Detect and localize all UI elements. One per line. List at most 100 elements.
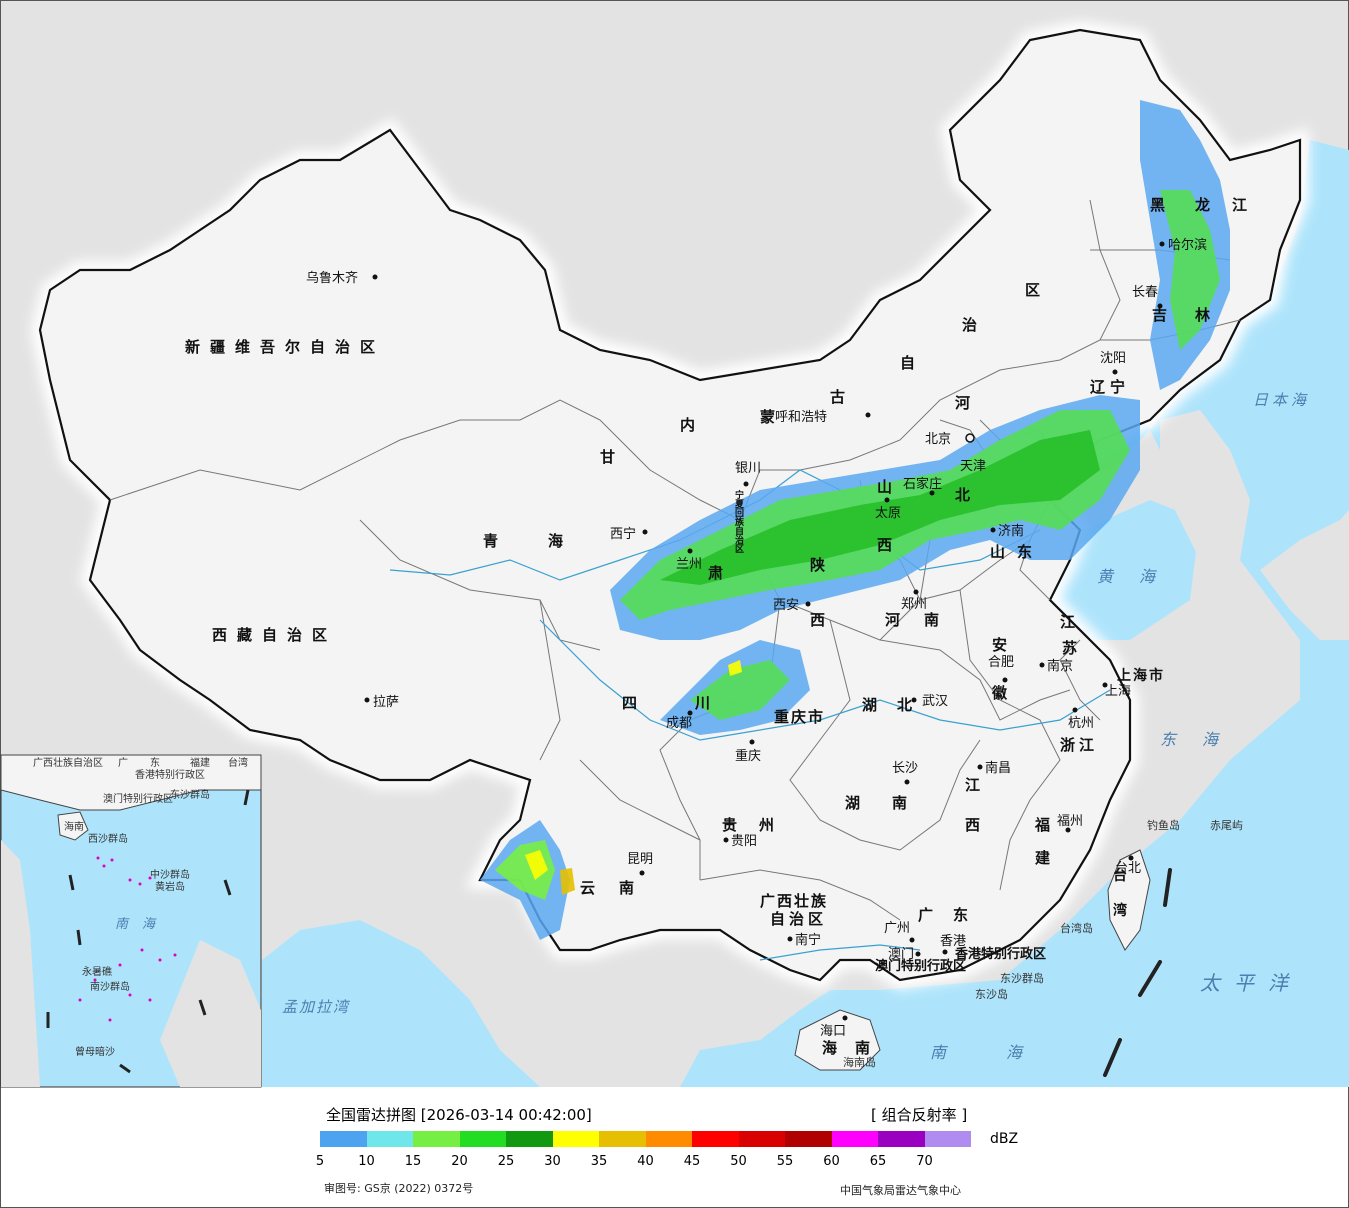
legend-color-swatch bbox=[320, 1131, 367, 1147]
city-urumqi: 乌鲁木齐 bbox=[306, 270, 358, 286]
inset-guangdong-1: 广 bbox=[118, 757, 128, 769]
inset-zhongsha: 中沙群岛 bbox=[150, 868, 190, 881]
city-lanzhou-marker bbox=[687, 548, 693, 554]
region-taiwan-2: 湾 bbox=[1113, 902, 1127, 919]
region-xinjiang: 新疆维吾尔自治区 bbox=[185, 338, 385, 356]
sea-bengal bbox=[262, 920, 540, 1087]
city-hangzhou-marker bbox=[1072, 707, 1078, 713]
echo-yunnan-peak bbox=[525, 850, 548, 880]
city-zhengzhou: 郑州 bbox=[901, 597, 927, 612]
region-heilongjiang-1: 黑 bbox=[1150, 196, 1175, 214]
japan bbox=[1260, 510, 1349, 640]
region-shaanxi-2: 西 bbox=[810, 611, 835, 629]
city-jinan: 济南 bbox=[998, 523, 1024, 539]
radar-map: 新疆维吾尔自治区 西藏自治区 青海 甘 肃 内 蒙 古 自 治 区 黑 龙 江 … bbox=[0, 1, 1349, 1088]
region-henan: 河南 bbox=[885, 611, 963, 629]
legend-color-swatch bbox=[924, 1131, 971, 1147]
city-changchun: 长春 bbox=[1132, 285, 1158, 300]
region-neimenggu-6: 区 bbox=[1025, 281, 1050, 299]
island-dongsha-dao: 东沙岛 bbox=[975, 987, 1008, 1001]
island-diaoyu: 钓鱼岛 bbox=[1147, 818, 1180, 832]
region-hebei-2: 北 bbox=[955, 486, 980, 504]
city-taiyuan-marker bbox=[884, 497, 890, 503]
cities: 乌鲁木齐 拉萨 西宁 兰州 银川 呼和浩特 北京 天津 石家庄 太原 济南 郑州… bbox=[306, 237, 1207, 1039]
city-fuzhou: 福州 bbox=[1057, 814, 1083, 829]
region-hainan: 海南 bbox=[822, 1039, 888, 1057]
city-chengdu-marker bbox=[687, 710, 693, 716]
region-jiangsu-2: 苏 bbox=[1062, 639, 1087, 657]
legend-tick-label: 55 bbox=[776, 1154, 794, 1169]
legend-color-swatch bbox=[831, 1131, 878, 1147]
inset-nansha: 南沙群岛 bbox=[90, 980, 130, 993]
city-hongkong-marker bbox=[942, 949, 948, 955]
legend-tick-label: 5 bbox=[315, 1154, 325, 1169]
city-changsha: 长沙 bbox=[892, 761, 918, 776]
south-china-sea-inset: 广西壮族自治区 广 东 福建 台湾 香港特别行政区 澳门特别行政区 东沙群岛 海… bbox=[0, 754, 262, 1088]
region-hubei: 湖北 bbox=[862, 696, 932, 714]
inset-fujian: 福建 bbox=[190, 756, 210, 769]
legend-tick-label: 35 bbox=[590, 1154, 608, 1169]
city-lhasa: 拉萨 bbox=[373, 695, 399, 710]
region-jilin-2: 林 bbox=[1195, 306, 1220, 324]
region-neimenggu-4: 自 bbox=[900, 354, 925, 372]
legend-color-swatch bbox=[599, 1131, 646, 1147]
region-chongqing: 重庆市 bbox=[774, 708, 825, 726]
city-taibei: 台北 bbox=[1115, 861, 1141, 876]
legend-color-swatch bbox=[645, 1131, 692, 1147]
sea-bengal-label: 孟加拉湾 bbox=[282, 998, 351, 1016]
region-gansu-1: 甘 bbox=[600, 448, 625, 466]
city-jinan-marker bbox=[990, 527, 996, 533]
inset-zengmu: 曾母暗沙 bbox=[75, 1045, 115, 1058]
city-hongkong: 香港 bbox=[940, 934, 966, 949]
region-anhui-1: 安 bbox=[992, 636, 1017, 654]
inset-hk: 香港特别行政区 bbox=[135, 768, 205, 781]
inset-xisha: 西沙群岛 bbox=[88, 832, 128, 845]
legend-color-swatch bbox=[785, 1131, 832, 1147]
legend-tick-label: 20 bbox=[451, 1154, 468, 1169]
echo-sichuan-core bbox=[690, 660, 790, 720]
radar-echoes bbox=[480, 100, 1230, 940]
city-macau-marker bbox=[915, 951, 921, 957]
inset-guangxi: 广西壮族自治区 bbox=[33, 756, 103, 769]
city-harbin-marker bbox=[1159, 241, 1165, 247]
city-guiyang: 贵阳 bbox=[731, 834, 757, 849]
city-wuhan: 武汉 bbox=[922, 694, 948, 709]
city-yinchuan: 银川 bbox=[735, 461, 761, 476]
legend-color-swatch bbox=[459, 1131, 506, 1147]
region-tibet: 西藏自治区 bbox=[212, 626, 337, 644]
region-hebei-1: 河 bbox=[955, 394, 980, 412]
legend-source: 中国气象局雷达气象中心 bbox=[840, 1184, 961, 1197]
region-heilongjiang-3: 江 bbox=[1232, 196, 1257, 214]
city-hangzhou: 杭州 bbox=[1068, 716, 1094, 731]
echo-northeast-core bbox=[1160, 190, 1220, 350]
city-guangzhou: 广州 bbox=[884, 921, 910, 936]
city-shanghai: 上海 bbox=[1105, 684, 1131, 699]
region-neimenggu-3: 古 bbox=[830, 388, 855, 406]
region-hunan: 湖南 bbox=[845, 794, 939, 812]
legend-unit: dBZ bbox=[990, 1131, 1019, 1147]
city-urumqi-marker bbox=[372, 274, 378, 280]
legend-color-swatch bbox=[692, 1131, 739, 1147]
city-macau: 澳门 bbox=[888, 946, 914, 962]
legend-color-swatch bbox=[366, 1131, 413, 1147]
sea-south-label: 南海 bbox=[930, 1043, 1082, 1062]
region-guangxi-2: 自治区 bbox=[770, 910, 827, 928]
city-chongqing: 重庆 bbox=[735, 748, 761, 764]
region-fujian-2: 建 bbox=[1035, 849, 1060, 867]
region-yunnan: 云南 bbox=[580, 879, 658, 897]
legend-color-swatch bbox=[878, 1131, 925, 1147]
city-hefei-marker bbox=[1002, 677, 1008, 683]
city-haikou-marker bbox=[842, 1015, 848, 1021]
taiwan-island bbox=[1107, 849, 1151, 951]
city-hefei: 合肥 bbox=[988, 655, 1014, 670]
region-guangxi-1: 广西壮族 bbox=[760, 892, 828, 910]
legend-color-swatch bbox=[738, 1131, 785, 1147]
legend-tick-label: 40 bbox=[637, 1154, 654, 1169]
city-shenyang: 沈阳 bbox=[1100, 351, 1126, 366]
island-dongsha: 东沙群岛 bbox=[1000, 971, 1044, 985]
legend-color-swatch bbox=[552, 1131, 599, 1147]
sea-east-label: 东海 bbox=[1160, 730, 1244, 749]
city-shijiazhuang: 石家庄 bbox=[903, 476, 942, 492]
region-liaoning-2: 宁 bbox=[1110, 378, 1135, 396]
region-hk: 香港特别行政区 bbox=[954, 946, 1046, 962]
